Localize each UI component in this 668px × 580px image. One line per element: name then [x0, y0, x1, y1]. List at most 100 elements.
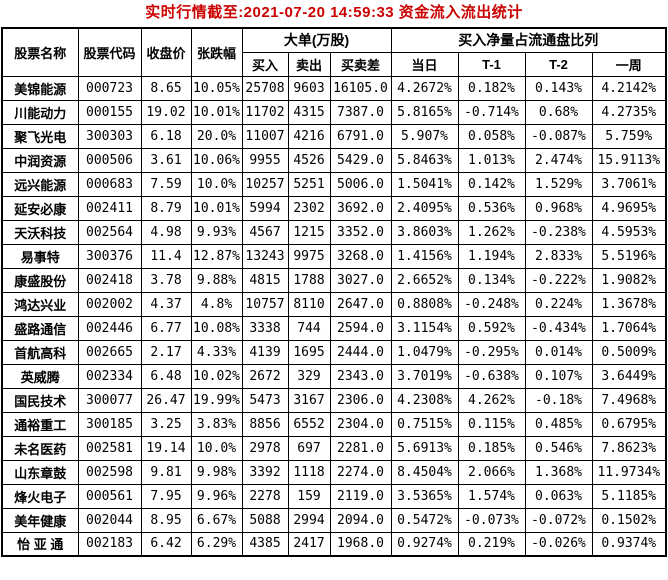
change-pct-cell: 10.05% [190, 75, 243, 101]
stock-code-cell[interactable]: 002581 [77, 435, 142, 461]
stock-code-cell[interactable]: 300077 [77, 387, 142, 413]
buy-sell-diff-cell: 2094.0 [329, 507, 392, 533]
net-buy-t2-cell: 0.546% [524, 435, 593, 461]
table-row: 首航高科 002665 2.17 4.33% 4139 1695 2444.0 1.0479%… [1, 339, 667, 365]
buy-sell-diff-cell: 2281.0 [329, 435, 392, 461]
net-buy-t2-cell: -0.026% [524, 531, 593, 557]
table-row: 烽火电子 000561 7.95 9.96% 2278 159 2119.0 3.5365% 1… [1, 483, 667, 509]
close-price-cell: 8.65 [140, 75, 192, 101]
net-buy-t2-cell: 0.014% [524, 339, 593, 365]
stock-code-cell[interactable]: 002044 [77, 507, 142, 533]
net-buy-day-cell: 3.7019% [390, 363, 459, 389]
change-pct-cell: 4.33% [190, 339, 243, 365]
change-pct-cell: 4.8% [190, 291, 243, 317]
stock-code-cell[interactable]: 300185 [77, 411, 142, 437]
net-buy-week-cell: 11.9734% [591, 459, 667, 485]
sell-volume-cell: 1788 [287, 267, 331, 293]
stock-code-cell[interactable]: 002564 [77, 219, 142, 245]
stock-code-cell[interactable]: 002598 [77, 459, 142, 485]
buy-sell-diff-cell: 2594.0 [329, 315, 392, 341]
header-big-order-group: 大单(万股) [241, 27, 392, 53]
net-buy-t1-cell: -0.295% [457, 339, 526, 365]
net-buy-t2-cell: 0.485% [524, 411, 593, 437]
net-buy-t2-cell: 0.968% [524, 195, 593, 221]
change-pct-cell: 12.87% [190, 243, 243, 269]
stock-name-cell[interactable]: 聚飞光电 [1, 123, 79, 149]
sell-volume-cell: 8110 [287, 291, 331, 317]
table-row: 怡 亚 通 002183 6.42 6.29% 4385 2417 1968.0 0.9274… [1, 531, 667, 557]
stock-code-cell[interactable]: 000723 [77, 75, 142, 101]
stock-code-cell[interactable]: 002411 [77, 195, 142, 221]
sell-volume-cell: 6552 [287, 411, 331, 437]
stock-code-cell[interactable]: 002665 [77, 339, 142, 365]
sell-volume-cell: 4526 [287, 147, 331, 173]
stock-name-cell[interactable]: 烽火电子 [1, 483, 79, 509]
buy-sell-diff-cell: 3692.0 [329, 195, 392, 221]
buy-volume-cell: 10257 [241, 171, 289, 197]
net-buy-day-cell: 0.8808% [390, 291, 459, 317]
stock-name-cell[interactable]: 国民技术 [1, 387, 79, 413]
change-pct-cell: 9.93% [190, 219, 243, 245]
net-buy-t1-cell: -0.073% [457, 507, 526, 533]
close-price-cell: 6.48 [140, 363, 192, 389]
stock-code-cell[interactable]: 002002 [77, 291, 142, 317]
stock-code-cell[interactable]: 002418 [77, 267, 142, 293]
change-pct-cell: 20.0% [190, 123, 243, 149]
stock-name-cell[interactable]: 美锦能源 [1, 75, 79, 101]
stock-code-cell[interactable]: 300303 [77, 123, 142, 149]
stock-code-cell[interactable]: 000683 [77, 171, 142, 197]
stock-name-cell[interactable]: 未名医药 [1, 435, 79, 461]
sell-volume-cell: 329 [287, 363, 331, 389]
stock-code-cell[interactable]: 002183 [77, 531, 142, 557]
stock-name-cell[interactable]: 通裕重工 [1, 411, 79, 437]
table-row: 盛路通信 002446 6.77 10.08% 3338 744 2594.0 3.1154%… [1, 315, 667, 341]
stock-name-cell[interactable]: 英威腾 [1, 363, 79, 389]
stock-name-cell[interactable]: 中润资源 [1, 147, 79, 173]
change-pct-cell: 9.96% [190, 483, 243, 509]
net-buy-t2-cell: -0.434% [524, 315, 593, 341]
net-buy-week-cell: 0.1502% [591, 507, 667, 533]
stock-code-cell[interactable]: 002446 [77, 315, 142, 341]
net-buy-t1-cell: 0.134% [457, 267, 526, 293]
buy-sell-diff-cell: 3352.0 [329, 219, 392, 245]
net-buy-t2-cell: -0.222% [524, 267, 593, 293]
buy-volume-cell: 5088 [241, 507, 289, 533]
stock-name-cell[interactable]: 盛路通信 [1, 315, 79, 341]
stock-name-cell[interactable]: 天沃科技 [1, 219, 79, 245]
net-buy-week-cell: 7.4968% [591, 387, 667, 413]
table-row: 天沃科技 002564 4.98 9.93% 4567 1215 3352.0 3.8603%… [1, 219, 667, 245]
close-price-cell: 9.81 [140, 459, 192, 485]
stock-name-cell[interactable]: 延安必康 [1, 195, 79, 221]
stock-code-cell[interactable]: 000506 [77, 147, 142, 173]
table-row: 山东章鼓 002598 9.81 9.98% 3392 1118 2274.0 8.4504%… [1, 459, 667, 485]
buy-sell-diff-cell: 2119.0 [329, 483, 392, 509]
stock-code-cell[interactable]: 000561 [77, 483, 142, 509]
net-buy-t2-cell: -0.18% [524, 387, 593, 413]
stock-name-cell[interactable]: 易事特 [1, 243, 79, 269]
stock-name-cell[interactable]: 远兴能源 [1, 171, 79, 197]
change-pct-cell: 9.98% [190, 459, 243, 485]
stock-name-cell[interactable]: 川能动力 [1, 99, 79, 125]
close-price-cell: 19.14 [140, 435, 192, 461]
stock-name-cell[interactable]: 康盛股份 [1, 267, 79, 293]
buy-volume-cell: 9955 [241, 147, 289, 173]
close-price-cell: 6.18 [140, 123, 192, 149]
buy-volume-cell: 4567 [241, 219, 289, 245]
stock-code-cell[interactable]: 002334 [77, 363, 142, 389]
buy-volume-cell: 4385 [241, 531, 289, 557]
buy-sell-diff-cell: 2274.0 [329, 459, 392, 485]
net-buy-t1-cell: 0.536% [457, 195, 526, 221]
stock-code-cell[interactable]: 300376 [77, 243, 142, 269]
header-close-price: 收盘价 [140, 27, 192, 77]
stock-name-cell[interactable]: 山东章鼓 [1, 459, 79, 485]
sell-volume-cell: 4315 [287, 99, 331, 125]
buy-sell-diff-cell: 2304.0 [329, 411, 392, 437]
net-buy-day-cell: 3.1154% [390, 315, 459, 341]
stock-name-cell[interactable]: 首航高科 [1, 339, 79, 365]
stock-name-cell[interactable]: 美年健康 [1, 507, 79, 533]
stock-code-cell[interactable]: 000155 [77, 99, 142, 125]
table-row: 川能动力 000155 19.02 10.01% 11702 4315 7387.0 5.81… [1, 99, 667, 125]
stock-name-cell[interactable]: 鸿达兴业 [1, 291, 79, 317]
stock-name-cell[interactable]: 怡 亚 通 [1, 531, 79, 557]
buy-sell-diff-cell: 7387.0 [329, 99, 392, 125]
